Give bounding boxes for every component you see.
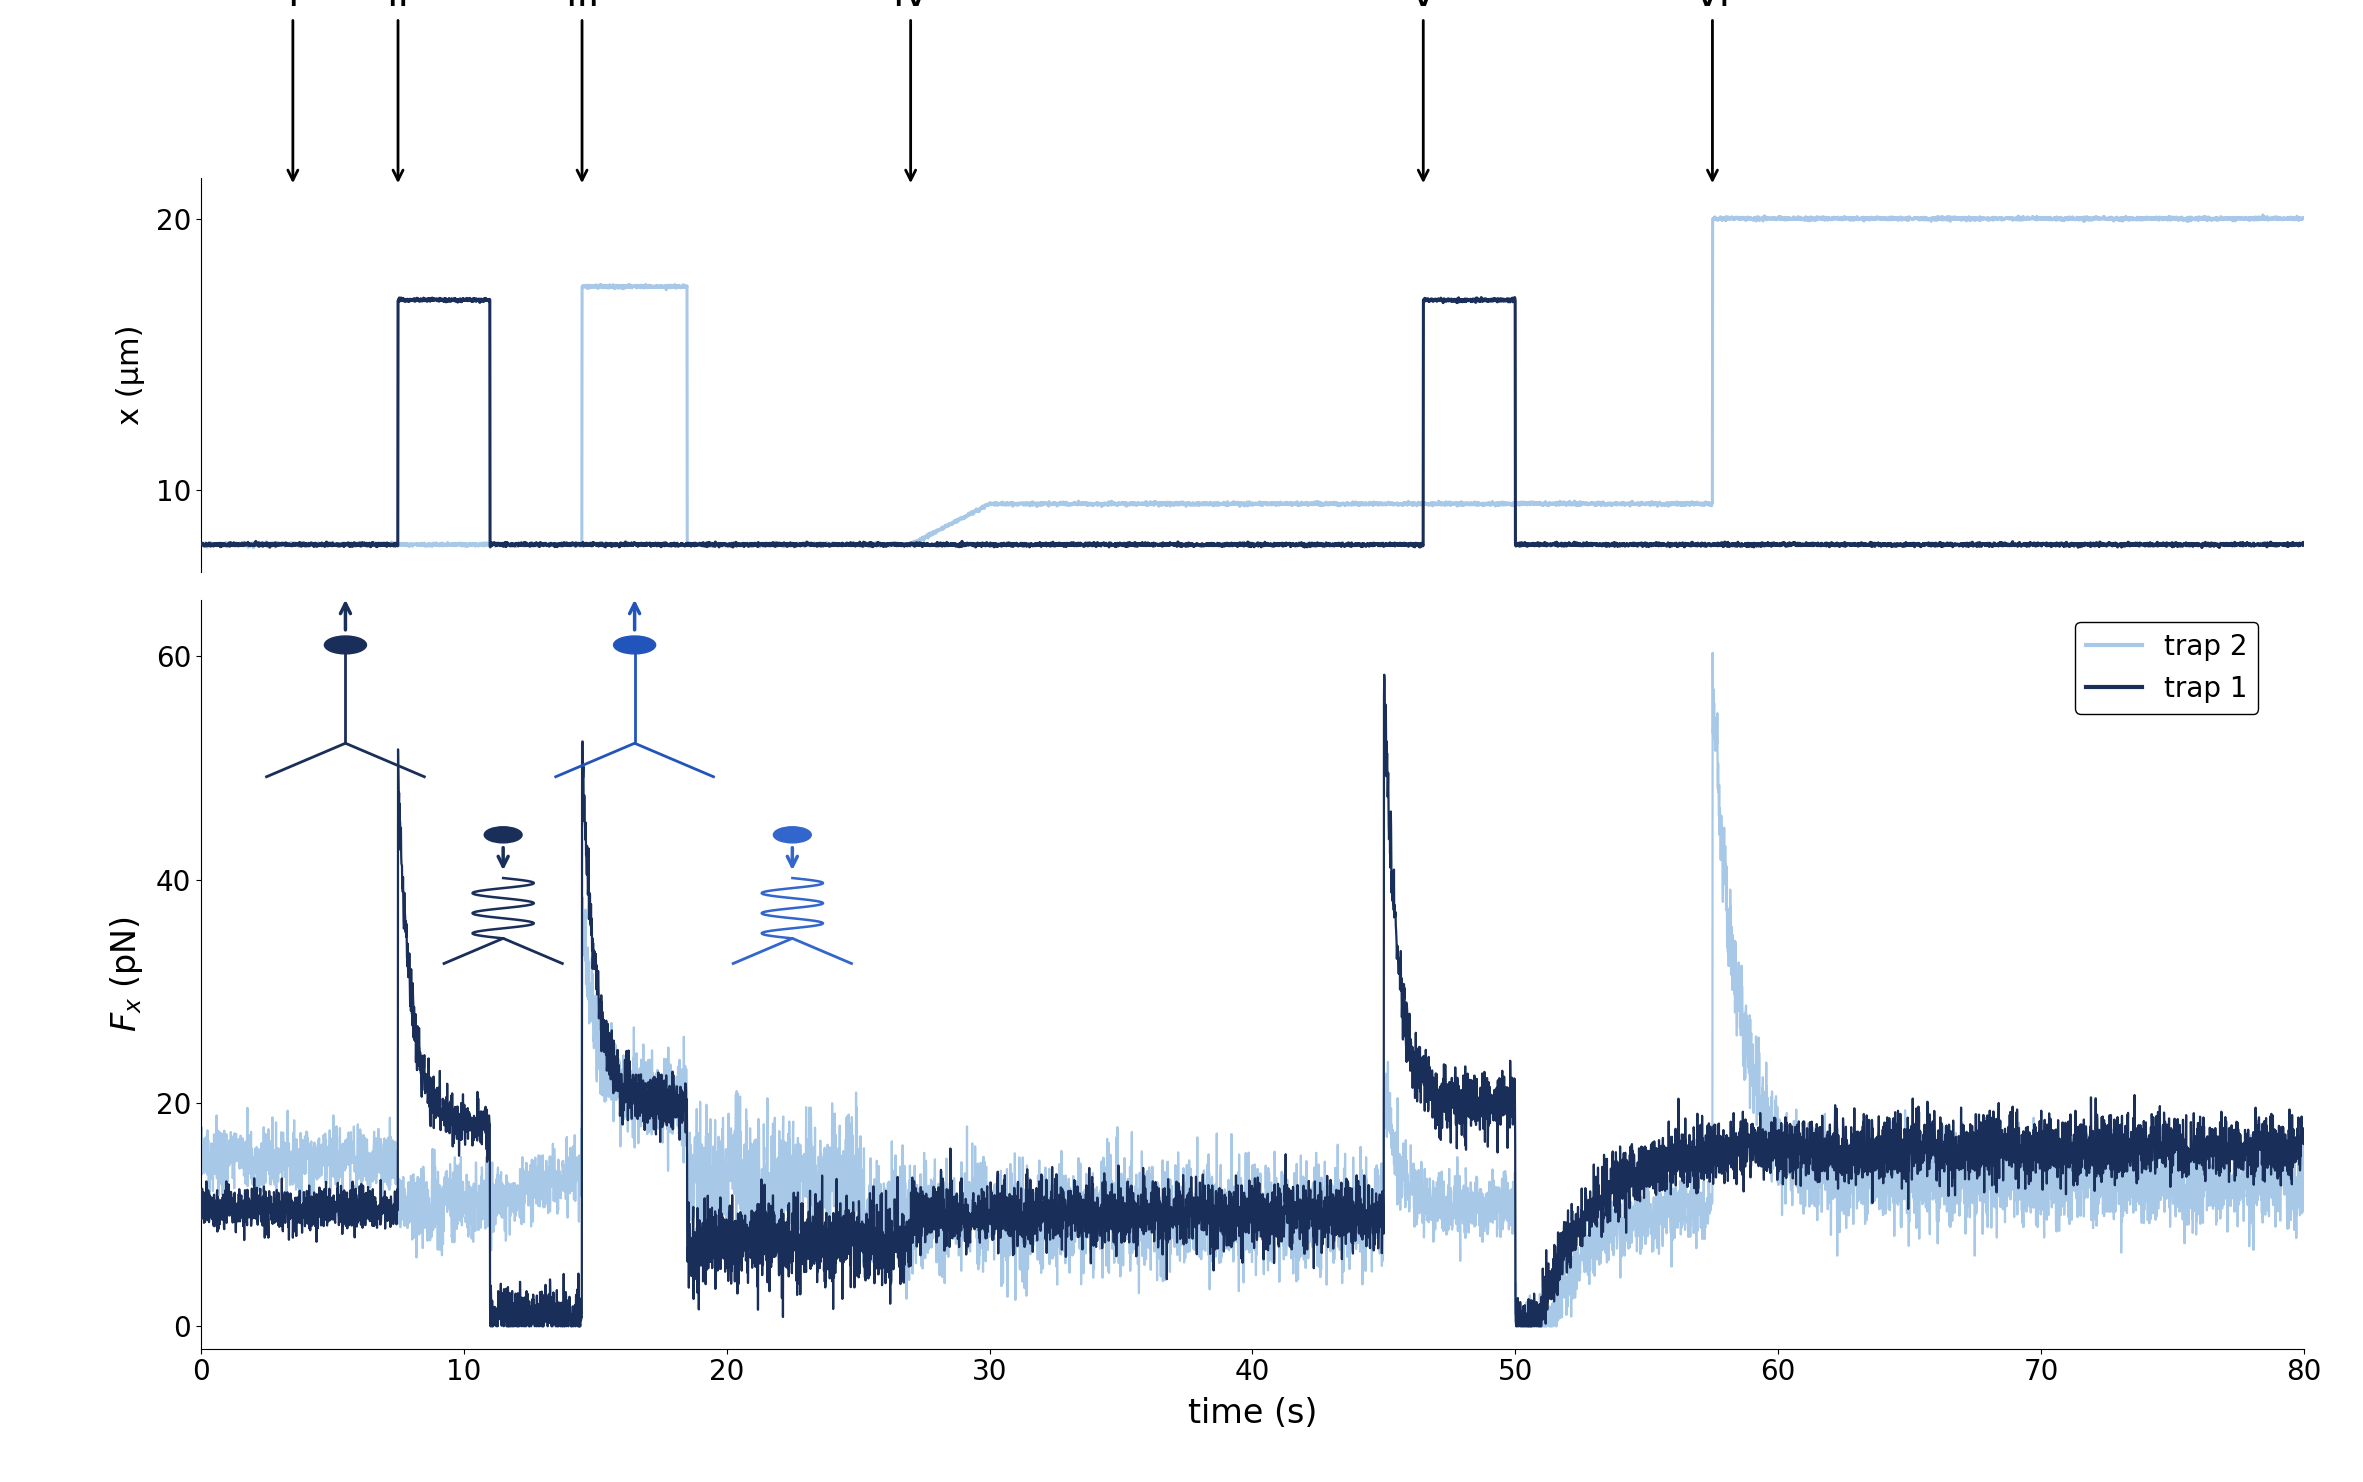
trap 1	[1432, 1094, 1460, 1112]
Text: v: v	[1411, 0, 1437, 181]
trap 1	[187, 1190, 215, 1208]
trap 2	[1503, 1317, 1531, 1335]
trap 1	[1746, 1122, 1775, 1140]
Text: vi: vi	[1694, 0, 1730, 181]
Text: i: i	[288, 0, 298, 181]
trap 1	[2290, 1129, 2318, 1147]
trap 2	[1746, 1097, 1775, 1114]
trap 1	[477, 1317, 506, 1335]
trap 1	[1524, 1309, 1552, 1326]
Circle shape	[484, 827, 522, 843]
trap 2	[187, 1160, 215, 1178]
X-axis label: time (s): time (s)	[1189, 1398, 1316, 1430]
trap 2	[1432, 1192, 1460, 1209]
trap 1	[948, 1209, 976, 1227]
trap 2	[948, 1230, 976, 1248]
Circle shape	[324, 636, 366, 654]
trap 2	[293, 1123, 321, 1141]
trap 2	[1860, 1186, 1888, 1203]
trap 1	[293, 1190, 321, 1208]
Y-axis label: x (μm): x (μm)	[116, 325, 144, 425]
trap 1	[1371, 665, 1399, 683]
Text: iii: iii	[565, 0, 600, 181]
Circle shape	[614, 636, 655, 654]
Y-axis label: $F_x$ (pN): $F_x$ (pN)	[109, 916, 144, 1033]
trap 2	[1524, 1306, 1552, 1323]
Text: ii: ii	[388, 0, 409, 181]
Line: trap 2: trap 2	[201, 654, 2304, 1326]
Legend: trap 2, trap 1: trap 2, trap 1	[2075, 621, 2259, 714]
trap 2	[2290, 1157, 2318, 1175]
trap 2	[1699, 645, 1727, 662]
Text: iv: iv	[893, 0, 929, 181]
Circle shape	[773, 827, 811, 843]
Line: trap 1: trap 1	[201, 674, 2304, 1326]
trap 1	[1860, 1119, 1888, 1137]
